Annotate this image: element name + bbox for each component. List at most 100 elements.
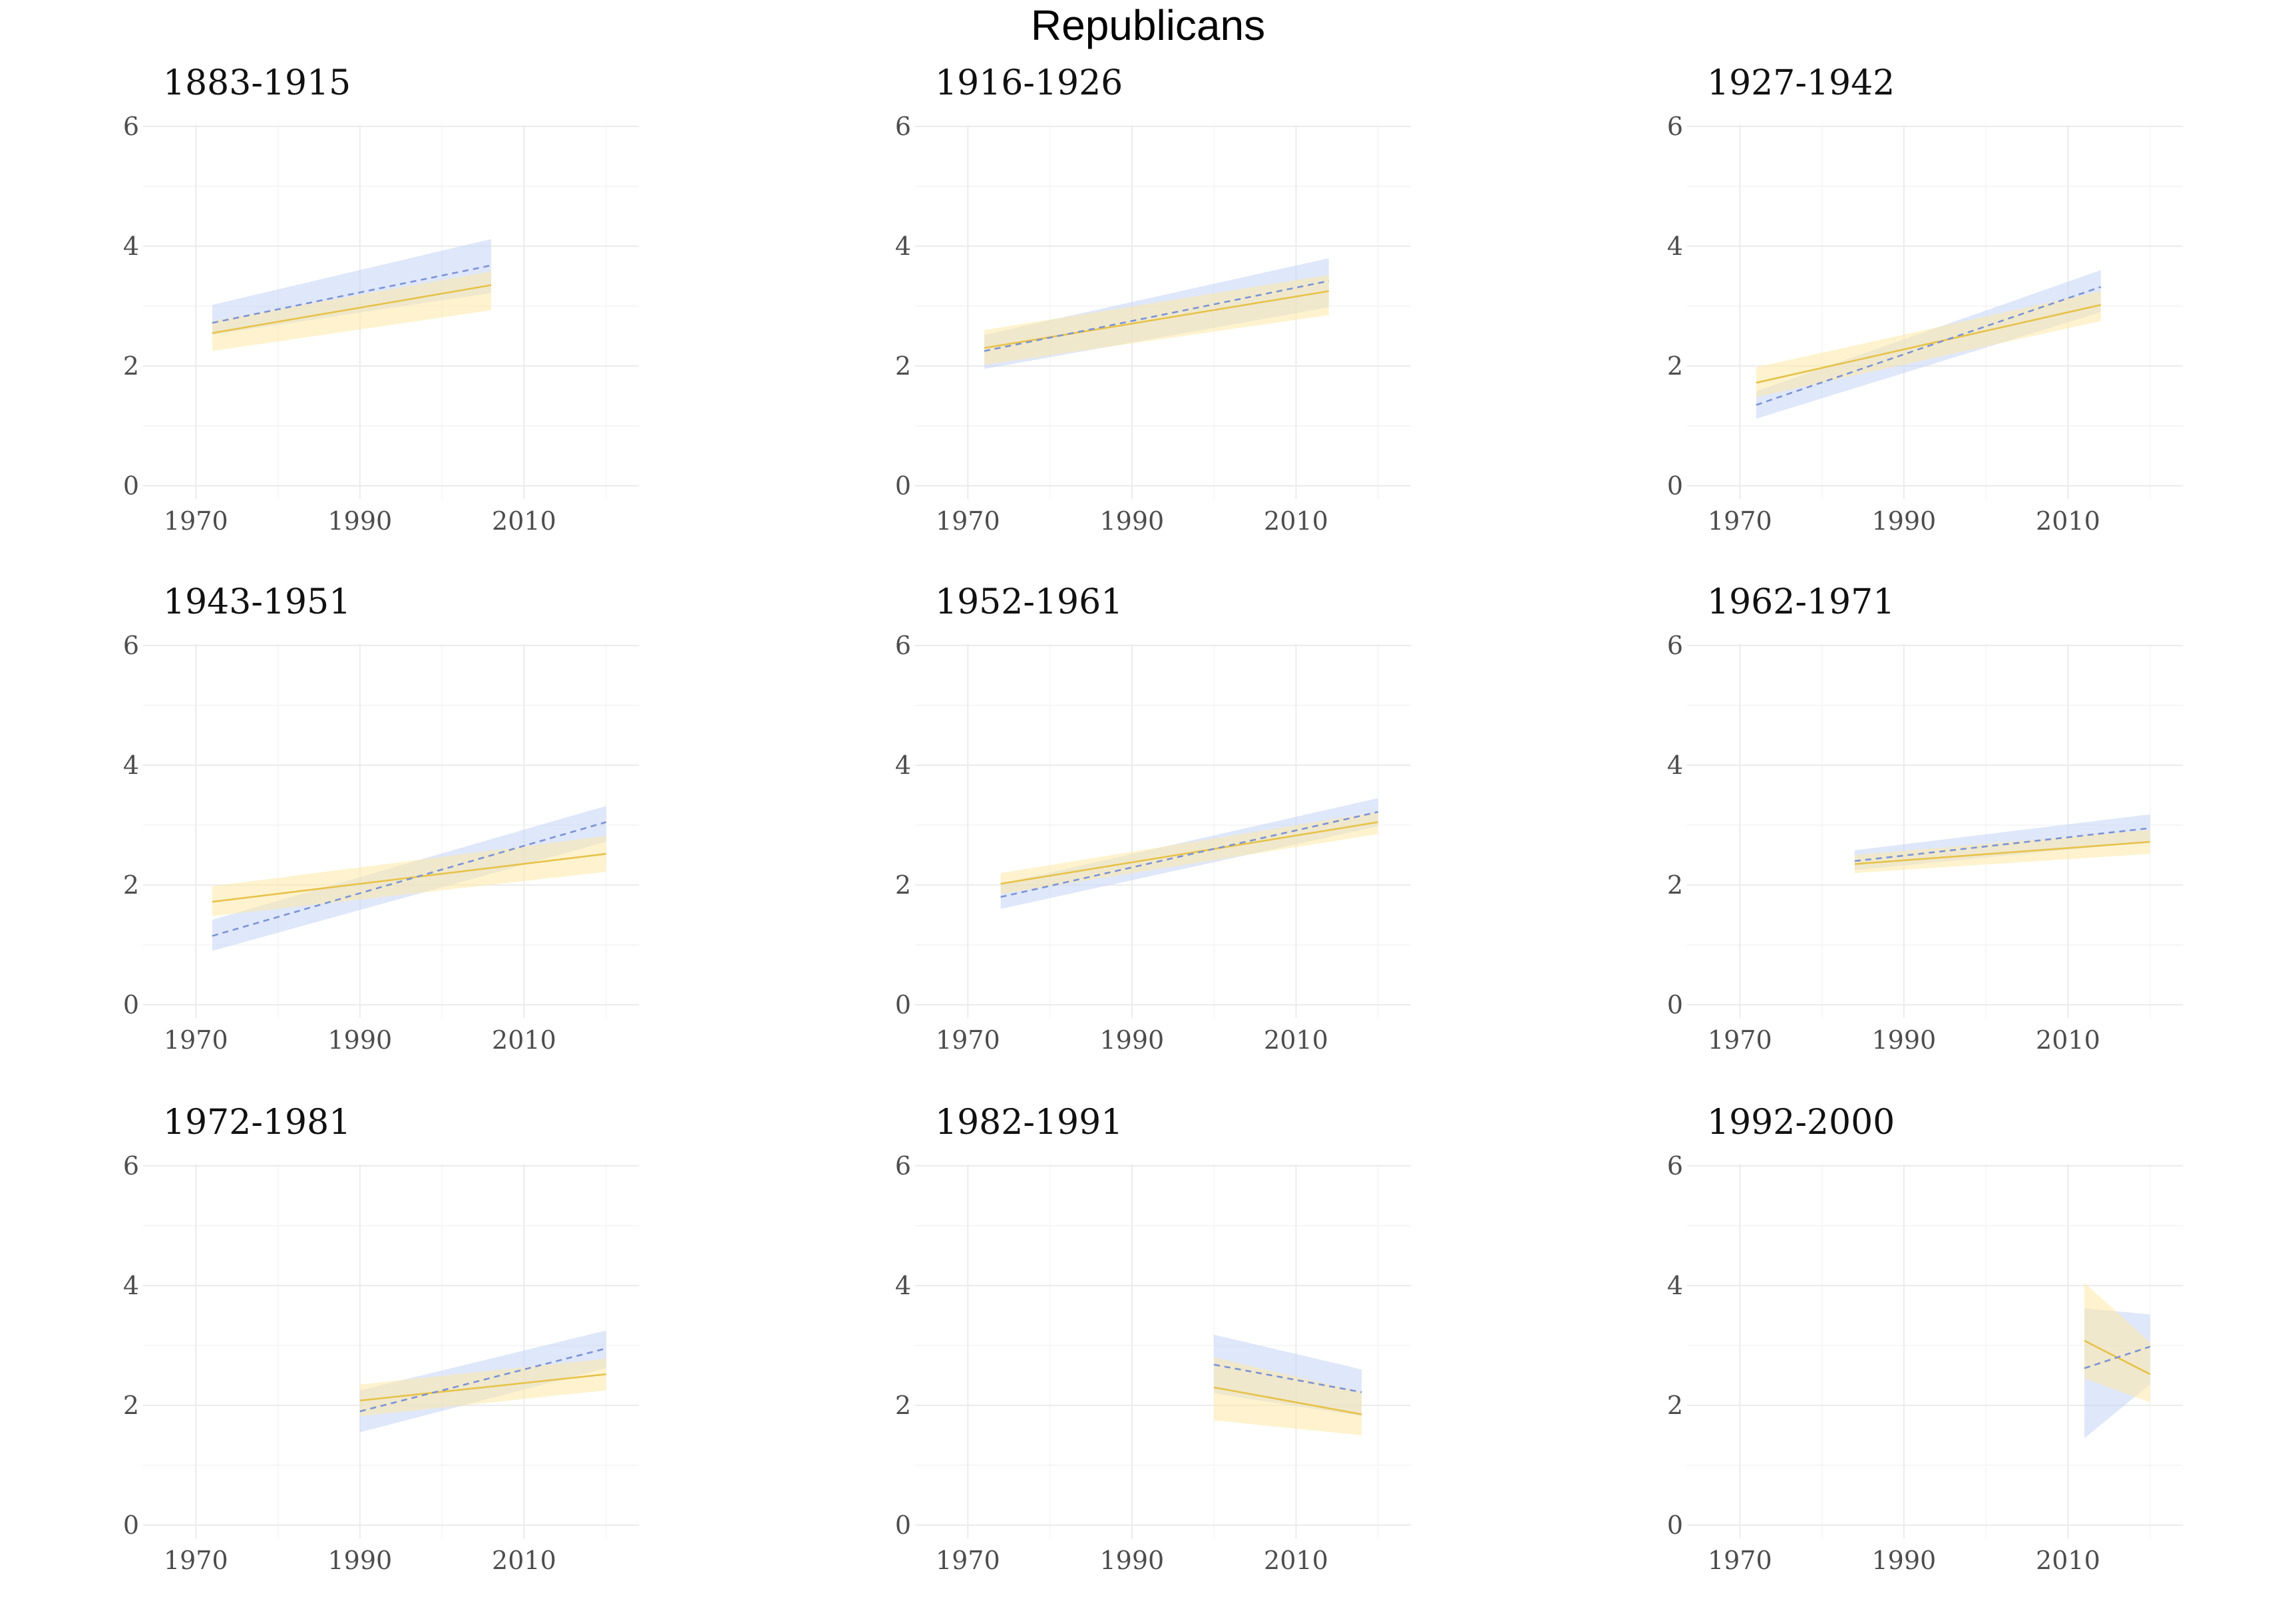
facet-panel-5: 1952-1961 0 2 4 6 1970 1990 2010 <box>895 582 1411 1055</box>
x-tick-label: 2010 <box>2036 1025 2100 1055</box>
y-tick-label: 4 <box>123 751 139 780</box>
panel-title: 1962-1971 <box>1707 582 1895 622</box>
gold-trend-line <box>212 852 606 903</box>
gold-confidence-band <box>1854 830 2150 873</box>
blue-trend-line-dashed <box>984 279 1329 352</box>
y-tick-label: 0 <box>123 1510 139 1540</box>
x-tick-label: 1970 <box>164 506 228 536</box>
y-tick-label: 2 <box>123 870 139 900</box>
x-tick-label: 2010 <box>1264 1546 1328 1575</box>
gold-confidence-band <box>2084 1282 2150 1403</box>
x-tick-label: 2010 <box>2036 1546 2100 1575</box>
y-tick-label: 0 <box>1667 1510 1683 1540</box>
y-tick-label: 0 <box>895 471 911 500</box>
y-tick-label: 4 <box>123 1271 139 1300</box>
gold-trend-line <box>1854 840 2150 865</box>
y-tick-label: 2 <box>895 1391 911 1420</box>
y-tick-label: 0 <box>1667 990 1683 1019</box>
blue-trend-line-dashed <box>1000 810 1378 898</box>
y-tick-label: 2 <box>895 870 911 900</box>
panel-title: 1992-2000 <box>1707 1103 1895 1143</box>
panel-title: 1972-1981 <box>163 1103 351 1143</box>
x-tick-label: 1970 <box>1708 1546 1772 1575</box>
y-tick-label: 6 <box>895 1151 911 1180</box>
x-tick-label: 1990 <box>1100 506 1165 536</box>
x-tick-label: 1970 <box>936 1025 1000 1055</box>
panel-title: 1916-1926 <box>935 63 1123 103</box>
y-tick-label: 4 <box>1667 1271 1683 1300</box>
gold-trend-line <box>212 284 492 334</box>
y-tick-label: 6 <box>123 1151 139 1180</box>
gold-trend-line <box>1756 303 2102 384</box>
x-tick-label: 1970 <box>1708 1025 1772 1055</box>
panel-title: 1943-1951 <box>163 582 351 622</box>
x-tick-label: 1990 <box>1872 1025 1937 1055</box>
x-tick-label: 1970 <box>164 1025 228 1055</box>
x-tick-label: 2010 <box>492 506 556 536</box>
y-tick-label: 4 <box>1667 232 1683 261</box>
gold-confidence-band <box>212 271 492 351</box>
panel-title: 1883-1915 <box>163 63 351 103</box>
y-tick-label: 6 <box>1667 112 1683 141</box>
gold-confidence-band <box>1214 1357 1362 1435</box>
blue-trend-line-dashed <box>212 264 492 324</box>
y-tick-label: 2 <box>123 1391 139 1420</box>
panel-title: 1927-1942 <box>1707 63 1895 103</box>
y-tick-label: 6 <box>123 631 139 660</box>
facet-panel-2: 1916-1926 0 2 4 6 1970 1990 2010 <box>895 63 1411 536</box>
y-tick-label: 0 <box>1667 471 1683 500</box>
y-tick-label: 6 <box>895 631 911 660</box>
x-tick-label: 2010 <box>2036 506 2100 536</box>
panel-title: 1982-1991 <box>935 1103 1123 1143</box>
y-tick-label: 6 <box>1667 1151 1683 1180</box>
gold-confidence-band <box>212 836 606 916</box>
x-tick-label: 1990 <box>1872 1546 1937 1575</box>
y-tick-label: 4 <box>895 1271 911 1300</box>
gold-trend-line <box>359 1373 606 1402</box>
x-tick-label: 1990 <box>1100 1025 1165 1055</box>
panel-title: 1952-1961 <box>935 582 1123 622</box>
x-tick-label: 1970 <box>936 506 1000 536</box>
x-tick-label: 1990 <box>328 1025 393 1055</box>
x-tick-label: 1990 <box>328 506 393 536</box>
x-tick-label: 2010 <box>492 1025 556 1055</box>
facet-panel-6: 1962-1971 0 2 4 6 1970 1990 2010 <box>1667 582 2183 1055</box>
x-tick-label: 1970 <box>1708 506 1772 536</box>
x-tick-label: 1990 <box>328 1546 393 1575</box>
y-tick-label: 2 <box>1667 351 1683 381</box>
y-tick-label: 2 <box>1667 870 1683 900</box>
y-tick-label: 0 <box>895 990 911 1019</box>
facet-panel-8: 1982-1991 0 2 4 6 1970 1990 2010 <box>895 1103 1411 1575</box>
blue-trend-line-dashed <box>1854 827 2150 862</box>
facet-panel-3: 1927-1942 0 2 4 6 1970 1990 2010 <box>1667 63 2183 536</box>
blue-trend-line-dashed <box>212 821 607 937</box>
y-tick-label: 2 <box>895 351 911 381</box>
gold-trend-line <box>1000 821 1378 885</box>
y-tick-label: 0 <box>123 471 139 500</box>
blue-trend-line-dashed <box>1213 1363 1362 1393</box>
x-tick-label: 1970 <box>164 1546 228 1575</box>
y-tick-label: 6 <box>1667 631 1683 660</box>
gold-trend-line <box>1213 1386 1362 1415</box>
y-tick-label: 4 <box>895 751 911 780</box>
x-tick-label: 1990 <box>1872 506 1937 536</box>
blue-trend-line-dashed <box>1756 285 2102 406</box>
x-tick-label: 2010 <box>1264 1025 1328 1055</box>
y-tick-label: 6 <box>895 112 911 141</box>
y-tick-label: 0 <box>895 1510 911 1540</box>
x-tick-label: 1970 <box>936 1546 1000 1575</box>
y-tick-label: 4 <box>895 232 911 261</box>
facet-panel-7: 1972-1981 0 2 4 6 1970 1990 2010 <box>123 1103 639 1575</box>
figure-title: Republicans <box>1030 1 1266 49</box>
x-tick-label: 1990 <box>1100 1546 1165 1575</box>
y-tick-label: 6 <box>123 112 139 141</box>
y-tick-label: 4 <box>1667 751 1683 780</box>
facet-panel-1: 1883-1915 0 2 4 6 1970 1990 2010 <box>123 63 639 536</box>
x-tick-label: 2010 <box>1264 506 1328 536</box>
blue-trend-line-dashed <box>2084 1345 2151 1369</box>
x-tick-label: 2010 <box>492 1546 556 1575</box>
y-tick-label: 4 <box>123 232 139 261</box>
facet-panel-9: 1992-2000 0 2 4 6 1970 1990 2010 <box>1667 1103 2183 1575</box>
y-tick-label: 2 <box>123 351 139 381</box>
